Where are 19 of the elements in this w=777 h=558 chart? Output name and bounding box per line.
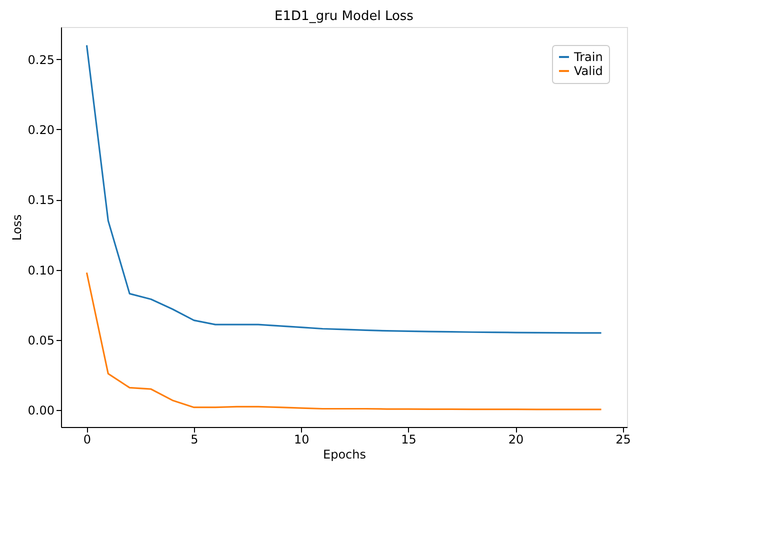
x-tick-label: 20 [508,432,524,446]
y-axis-title: Loss [10,214,24,241]
x-tick-label: 5 [190,432,198,446]
x-axis-title: Epochs [323,448,366,462]
line-series [86,272,602,410]
y-tick-label: 0.05 [28,333,54,348]
legend-label: Valid [574,64,603,78]
x-tick-label: 10 [294,432,310,446]
line-series [86,44,602,334]
x-tick-label: 25 [616,432,631,446]
y-tick-label: 0.10 [28,263,54,278]
y-tick-label: 0.25 [28,52,54,67]
x-tick-label: 15 [401,432,416,446]
chart-title: E1D1_gru Model Loss [274,9,414,24]
x-tick-label: 0 [83,432,92,446]
y-tick-label: 0.15 [28,193,54,208]
legend-label: Train [573,50,603,64]
y-tick-label: 0.20 [28,122,54,137]
y-tick-label: 0.00 [28,404,54,418]
